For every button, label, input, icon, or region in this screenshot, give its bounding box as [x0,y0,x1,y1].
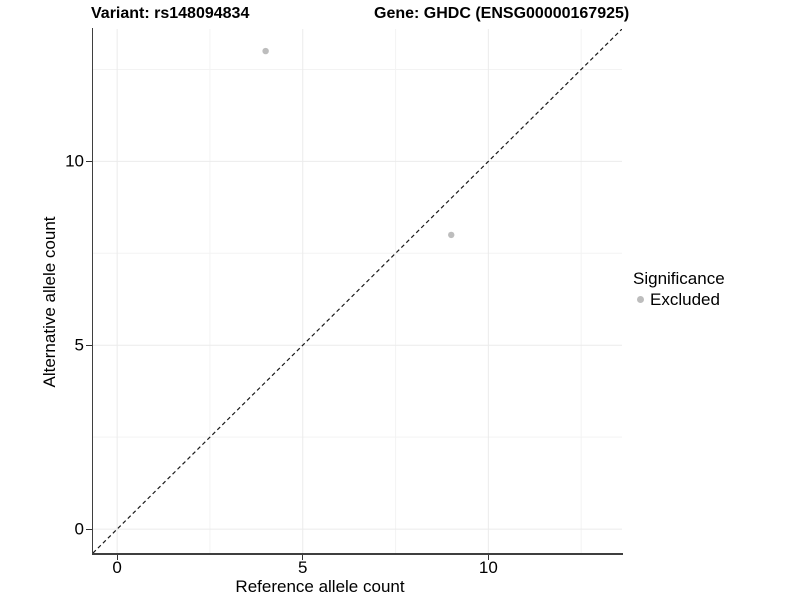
y-axis-title: Alternative allele count [40,216,59,388]
y-tick-label: 10 [65,151,84,171]
x-tick-label: 5 [298,558,308,577]
legend: Significance Excluded [633,268,725,310]
y-tick-label: 0 [74,519,84,539]
y-tick-mark [86,160,92,163]
plot-canvas [93,29,622,553]
data-point [448,231,455,239]
identity-line [93,29,622,553]
legend-point-icon [637,296,644,303]
y-tick-mark [86,344,92,346]
y-tick-mark [86,528,92,530]
data-point [262,47,269,55]
x-axis-line [91,553,623,555]
legend-item-label: Excluded [650,290,720,309]
x-axis-title: Reference allele count [235,577,405,596]
x-tick-label: 0 [112,558,122,577]
x-tick-mark [487,554,490,561]
legend-title: Significance [633,269,725,288]
plot-title-gene: Gene: GHDC (ENSG00000167925) [374,5,630,22]
x-tick-label: 10 [478,558,498,577]
legend-item-excluded: Excluded [633,289,725,310]
x-tick-mark [116,554,118,561]
plot-panel [93,29,622,553]
plot-title-variant: Variant: rs148094834 [91,5,250,22]
y-tick-label: 5 [74,335,84,355]
y-axis-line [91,28,94,555]
x-tick-mark [302,554,304,561]
